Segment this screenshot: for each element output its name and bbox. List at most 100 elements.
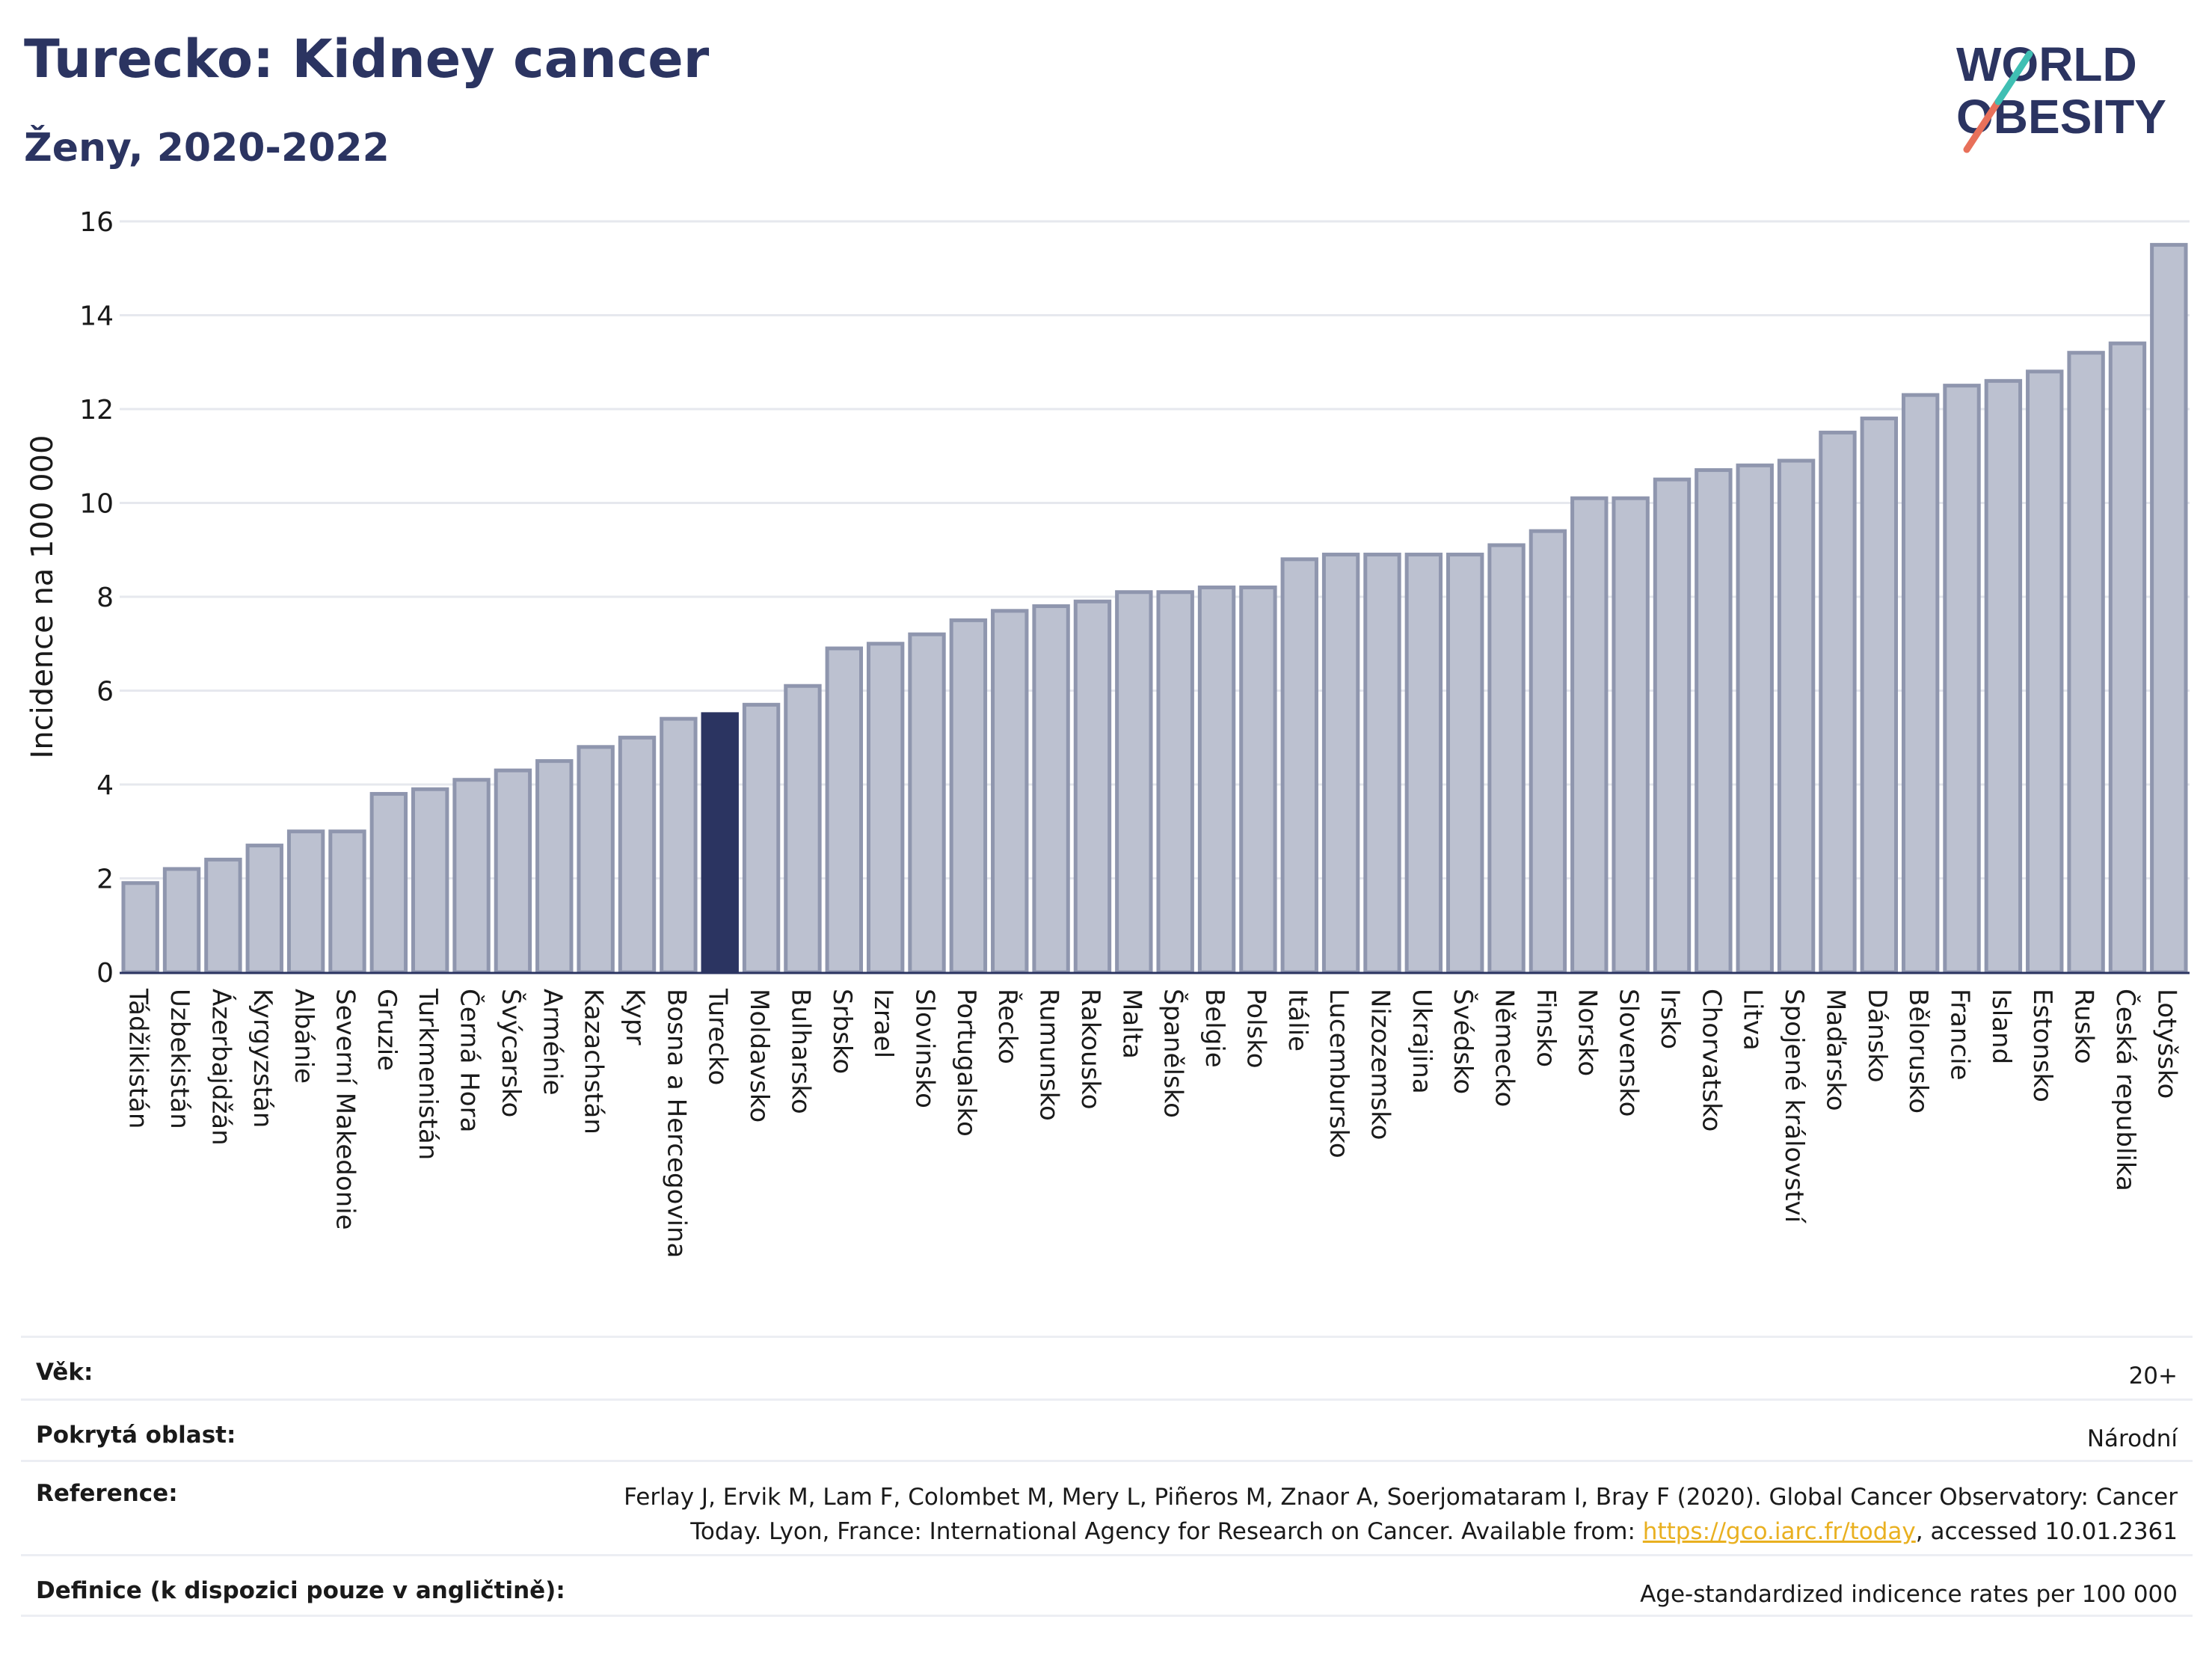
bar <box>742 702 781 974</box>
bar <box>991 609 1029 974</box>
bar <box>1239 585 1277 974</box>
x-tick-label: Lucembursko <box>1324 989 1354 1158</box>
x-tick-label: Španělsko <box>1158 989 1189 1118</box>
x-tick-label: Albánie <box>289 989 319 1084</box>
bar <box>1943 384 1981 974</box>
bar <box>411 787 449 974</box>
x-tick-label: Spojené království <box>1779 989 1809 1224</box>
info-value-reference: Ferlay J, Ervik M, Lam F, Colombet M, Me… <box>624 1480 2178 1549</box>
bar <box>1115 590 1153 974</box>
reference-link[interactable]: https://gco.iarc.fr/today <box>1642 1518 1916 1545</box>
bar <box>1321 553 1360 974</box>
world-obesity-logo: WORLD OBESITY <box>1956 37 2166 153</box>
bar <box>369 792 408 974</box>
bar <box>618 735 657 974</box>
x-tick-label: Švýcarsko <box>496 989 526 1117</box>
info-table: Věk: 20+ Pokrytá oblast: Národní Referen… <box>21 1336 2193 1617</box>
bar <box>494 768 532 974</box>
x-tick-label: Lotyšsko <box>2151 989 2181 1099</box>
x-tick-label: Tádžikistán <box>123 988 153 1129</box>
x-tick-label: Bosna a Hercegovina <box>661 989 691 1258</box>
info-label-reference: Reference: <box>36 1480 178 1507</box>
bar <box>1280 557 1318 974</box>
bar <box>1901 393 1940 974</box>
info-label-definition: Definice (k dispozici pouze v angličtině… <box>36 1577 565 1604</box>
info-row-definition: Definice (k dispozici pouze v angličtině… <box>21 1554 2193 1617</box>
x-tick-label: Turkmenistán <box>413 988 443 1160</box>
x-tick-label: Slovinsko <box>910 989 940 1108</box>
bar <box>2108 341 2147 974</box>
bar <box>1487 543 1526 974</box>
bar <box>162 867 201 974</box>
bar-chart: 0 2 4 6 8 10 12 14 16 Tádžikistán Uzbekistán Ázerb… <box>25 207 2190 1258</box>
x-tick-label: Island <box>1986 989 2016 1064</box>
x-tick-label: Česká republika <box>2110 989 2141 1191</box>
bar <box>1073 599 1112 974</box>
x-tick-label: Belgie <box>1199 989 1229 1068</box>
bar <box>1197 585 1236 974</box>
x-tick-label: Estonsko <box>2027 989 2057 1102</box>
bar <box>1819 430 1857 974</box>
x-tick-label: Malta <box>1116 989 1146 1059</box>
bar <box>286 829 325 974</box>
chart-title: Turecko: Kidney cancer <box>24 28 710 90</box>
x-tick-label: Chorvatsko <box>1696 989 1726 1132</box>
x-tick-label: Ukrajina <box>1407 989 1437 1094</box>
x-tick-label: Polsko <box>1241 989 1271 1069</box>
y-tick-label: 12 <box>79 395 114 426</box>
info-row-reference: Reference: Ferlay J, Ervik M, Lam F, Col… <box>21 1460 2193 1554</box>
bar <box>204 857 242 974</box>
x-tick-label: Rumunsko <box>1034 989 1064 1121</box>
x-tick-label: Kazachstán <box>579 989 609 1134</box>
x-tick-label: Itálie <box>1282 989 1312 1051</box>
x-tick-label: Moldavsko <box>744 989 774 1123</box>
x-tick-label: Kyrgyzstán <box>248 989 277 1128</box>
x-tick-label: Řecko <box>992 989 1023 1064</box>
x-tick-label: Dánsko <box>1862 989 1892 1083</box>
bar <box>245 844 283 974</box>
bar <box>1736 463 1774 974</box>
bar <box>825 646 863 974</box>
bar-highlight <box>701 712 739 974</box>
x-tick-label: Francie <box>1945 989 1975 1081</box>
y-axis-ticks: 0 2 4 6 8 10 12 14 16 <box>79 207 114 989</box>
y-tick-label: 6 <box>96 677 114 707</box>
x-axis-labels: Tádžikistán Uzbekistán Ázerbajdžán Kyrgyzst… <box>123 988 2182 1258</box>
bar <box>1446 553 1484 974</box>
x-tick-label: Bulharsko <box>785 989 815 1114</box>
reference-text-line1: Ferlay J, Ervik M, Lam F, Colombet M, Me… <box>624 1484 2178 1511</box>
x-tick-label: Srbsko <box>827 989 857 1074</box>
x-tick-label: Bělorusko <box>1903 989 1933 1114</box>
x-tick-label: Izrael <box>868 989 898 1058</box>
bar <box>328 829 366 974</box>
bar <box>1529 529 1567 974</box>
bar <box>1363 553 1401 974</box>
info-label-area: Pokrytá oblast: <box>36 1422 236 1449</box>
bar <box>535 759 574 974</box>
x-tick-label: Norsko <box>1572 989 1602 1076</box>
info-row-area: Pokrytá oblast: Národní <box>21 1398 2193 1460</box>
bar <box>1653 477 1692 974</box>
bar <box>121 881 159 974</box>
bar <box>866 642 905 974</box>
bar <box>2067 351 2105 974</box>
bar <box>660 716 698 974</box>
bar <box>2150 242 2188 974</box>
y-axis-label: Incidence na 100 000 <box>25 435 60 759</box>
y-tick-label: 0 <box>96 958 114 989</box>
bars <box>121 242 2188 974</box>
y-tick-label: 2 <box>96 865 114 895</box>
x-tick-label: Ázerbajdžán <box>206 989 236 1146</box>
x-tick-label: Finsko <box>1531 989 1561 1067</box>
y-tick-label: 8 <box>96 583 114 613</box>
y-tick-label: 14 <box>79 301 114 332</box>
y-tick-label: 16 <box>79 207 114 238</box>
y-tick-label: 4 <box>96 770 114 801</box>
x-tick-label: Irsko <box>1655 989 1685 1049</box>
x-tick-label: Gruzie <box>372 989 402 1071</box>
logo-line1: WORLD <box>1956 37 2137 91</box>
info-value-age: 20+ <box>2128 1363 2178 1390</box>
x-tick-label: Nizozemsko <box>1365 989 1395 1140</box>
reference-text-line2: Today. Lyon, France: International Agenc… <box>690 1518 1643 1545</box>
x-tick-label: Maďarsko <box>1820 989 1850 1111</box>
